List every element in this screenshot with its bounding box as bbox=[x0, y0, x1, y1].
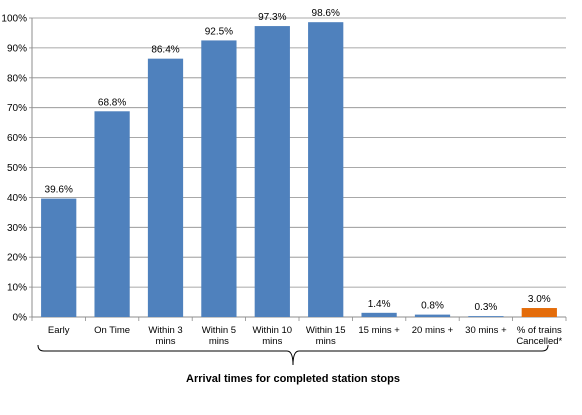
data-labels: 39.6% 68.8% 86.4% 92.5% 97.3% 98.6% 1.4% 0.8% 0.… bbox=[45, 8, 551, 313]
x-category-label: Within 15 mins bbox=[306, 325, 346, 347]
category-labels: Early On Time Within 3 mins Within 5 mins With… bbox=[48, 325, 563, 347]
bar bbox=[254, 26, 290, 318]
y-tick-label: 30% bbox=[7, 223, 27, 234]
bar bbox=[41, 198, 77, 317]
y-tick-label: 10% bbox=[7, 283, 27, 294]
data-label: 39.6% bbox=[45, 185, 73, 196]
data-label: 0.8% bbox=[421, 301, 444, 312]
y-tick-label: 60% bbox=[7, 133, 27, 144]
y-tick-label: 50% bbox=[7, 163, 27, 174]
data-label: 1.4% bbox=[368, 299, 391, 310]
bars bbox=[41, 22, 557, 318]
x-category-label: 15 mins + bbox=[358, 325, 400, 336]
y-tick-labels: 0% 10% 20% 30% 40% 50% 60% 70% 80% 90% 100% bbox=[1, 14, 27, 324]
y-tick-label: 0% bbox=[13, 313, 28, 324]
x-category-label: 20 mins + bbox=[412, 325, 454, 336]
bar bbox=[147, 58, 184, 317]
x-category-label: Early bbox=[48, 325, 70, 336]
bar bbox=[468, 316, 504, 317]
category-brace bbox=[37, 344, 549, 366]
x-category-label: On Time bbox=[94, 325, 130, 336]
y-tick-label: 90% bbox=[7, 43, 27, 54]
y-tick-label: 100% bbox=[1, 14, 27, 25]
brace-caption: Arrival times for completed station stop… bbox=[186, 373, 400, 385]
data-label: 0.3% bbox=[475, 302, 498, 313]
bar bbox=[201, 40, 237, 318]
x-category-label: Within 3 mins bbox=[148, 325, 182, 347]
bar bbox=[361, 312, 397, 317]
bar bbox=[308, 22, 344, 317]
x-category-label: % of trains Cancelled* bbox=[516, 325, 562, 347]
bar bbox=[521, 308, 557, 317]
data-label: 86.4% bbox=[151, 45, 179, 56]
bar bbox=[94, 111, 130, 318]
bar bbox=[414, 314, 451, 317]
data-label: 92.5% bbox=[205, 26, 233, 37]
x-category-label: Within 5 mins bbox=[202, 325, 236, 347]
x-category-label: Within 10 mins bbox=[252, 325, 292, 347]
y-tick-label: 20% bbox=[7, 253, 27, 264]
y-tick-label: 80% bbox=[7, 73, 27, 84]
data-label: 98.6% bbox=[312, 8, 340, 19]
x-category-label: 30 mins + bbox=[465, 325, 507, 336]
data-label: 3.0% bbox=[528, 294, 551, 305]
data-label: 97.3% bbox=[258, 12, 286, 23]
y-tick-label: 40% bbox=[7, 193, 27, 204]
data-label: 68.8% bbox=[98, 97, 126, 108]
y-tick-label: 70% bbox=[7, 103, 27, 114]
